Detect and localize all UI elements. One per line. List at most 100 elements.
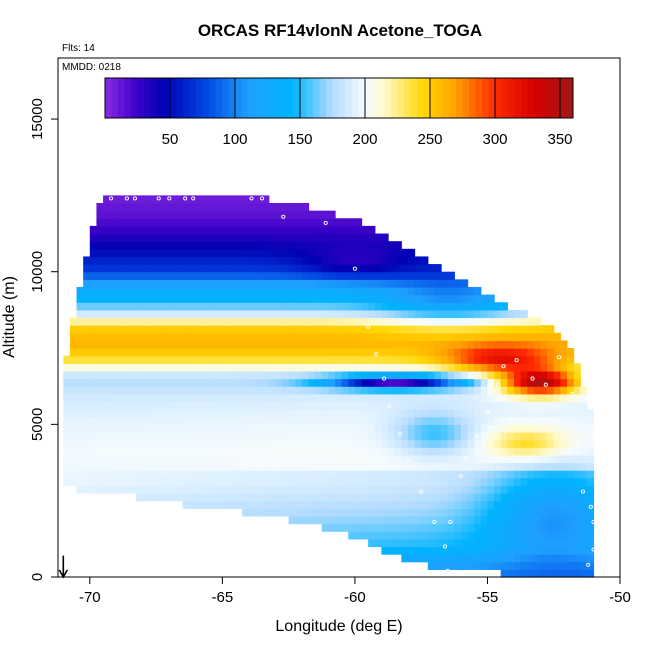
colorbar-segment: [300, 78, 307, 118]
heatmap-cell: [162, 340, 170, 349]
heatmap-cell: [547, 370, 555, 380]
heatmap-cell: [368, 355, 376, 364]
heatmap-cell: [388, 493, 396, 502]
heatmap-cell: [242, 454, 250, 464]
heatmap-cell: [222, 386, 230, 395]
heatmap-cell: [454, 286, 462, 296]
heatmap-cell: [348, 317, 356, 326]
heatmap-cell: [566, 546, 575, 555]
heatmap-cell: [142, 309, 151, 319]
heatmap-cell: [169, 225, 177, 235]
heatmap-cell: [527, 538, 535, 548]
heatmap-cell: [401, 439, 409, 448]
heatmap-cell: [116, 332, 124, 341]
heatmap-cell: [129, 302, 137, 311]
heatmap-cell: [103, 409, 111, 418]
heatmap-cell: [487, 515, 495, 525]
heatmap-cell: [275, 210, 283, 219]
heatmap-cell: [162, 424, 170, 433]
heatmap-cell: [566, 515, 575, 525]
heatmap-cell: [63, 378, 71, 387]
heatmap-cell: [129, 340, 137, 349]
heatmap-cell: [315, 500, 323, 509]
heatmap-cell: [454, 554, 462, 563]
heatmap-cell: [533, 462, 542, 471]
heatmap-cell: [76, 286, 84, 296]
heatmap-cell: [248, 447, 257, 456]
heatmap-cell: [533, 431, 542, 441]
heatmap-cell: [268, 386, 276, 395]
heatmap-cell: [580, 531, 588, 540]
heatmap-cell: [96, 470, 104, 479]
heatmap-cell: [89, 393, 98, 403]
heatmap-cell: [354, 248, 363, 258]
heatmap-cell: [427, 546, 436, 555]
heatmap-cell: [76, 409, 84, 418]
heatmap-cell: [63, 416, 71, 425]
heatmap-cell: [566, 431, 575, 441]
heatmap-cell: [315, 508, 323, 517]
heatmap-cell: [441, 515, 449, 525]
heatmap-cell: [467, 485, 475, 494]
heatmap-cell: [414, 264, 422, 273]
heatmap-cell: [401, 355, 409, 364]
heatmap-cell: [282, 271, 290, 280]
heatmap-cell: [487, 378, 495, 387]
heatmap-cell: [89, 332, 98, 341]
heatmap-cell: [401, 409, 409, 418]
heatmap-cell: [500, 378, 508, 387]
heatmap-cell: [235, 302, 243, 311]
heatmap-cell: [255, 470, 263, 479]
heatmap-cell: [580, 493, 588, 502]
heatmap-cell: [494, 401, 502, 410]
heatmap-cell: [533, 348, 542, 357]
heatmap-cell: [235, 462, 243, 471]
heatmap-cell: [474, 401, 482, 410]
heatmap-cell: [156, 325, 164, 334]
heatmap-cell: [122, 317, 131, 326]
heatmap-cell: [401, 447, 409, 456]
heatmap-cell: [315, 302, 323, 311]
heatmap-cell: [162, 477, 170, 487]
heatmap-cell: [202, 386, 210, 395]
heatmap-cell: [195, 256, 204, 265]
heatmap-cell: [553, 462, 561, 471]
heatmap-cell: [553, 523, 561, 532]
heatmap-cell: [156, 210, 164, 219]
heatmap-cell: [335, 233, 343, 242]
heatmap-cell: [348, 431, 356, 441]
heatmap-cell: [63, 454, 71, 464]
heatmap-cell: [209, 462, 217, 471]
heatmap-cell: [566, 477, 575, 487]
heatmap-cell: [63, 370, 71, 380]
heatmap-cell: [335, 256, 343, 265]
heatmap-cell: [321, 317, 329, 326]
heatmap-cell: [388, 378, 396, 387]
heatmap-cell: [434, 317, 442, 326]
heatmap-cell: [262, 386, 270, 395]
heatmap-cell: [361, 439, 369, 448]
heatmap-cell: [427, 370, 436, 380]
heatmap-cell: [189, 225, 197, 235]
heatmap-cell: [262, 439, 270, 448]
heatmap-cell: [467, 355, 475, 364]
heatmap-cell: [547, 340, 555, 349]
heatmap-cell: [162, 302, 170, 311]
heatmap-cell: [69, 348, 78, 357]
heatmap-cell: [454, 317, 462, 326]
heatmap-cell: [401, 317, 409, 326]
heatmap-cell: [315, 241, 323, 250]
heatmap-cell: [162, 447, 170, 456]
heatmap-cell: [361, 378, 369, 387]
heatmap-cell: [242, 256, 250, 265]
heatmap-cell: [547, 386, 555, 395]
heatmap-cell: [169, 294, 177, 303]
heatmap-cell: [122, 271, 131, 280]
heatmap-cell: [162, 225, 170, 235]
heatmap-cell: [209, 447, 217, 456]
heatmap-cell: [301, 294, 310, 303]
heatmap-cell: [228, 454, 237, 464]
heatmap-cell: [301, 325, 310, 334]
heatmap-cell: [288, 393, 296, 403]
heatmap-cell: [103, 431, 111, 441]
